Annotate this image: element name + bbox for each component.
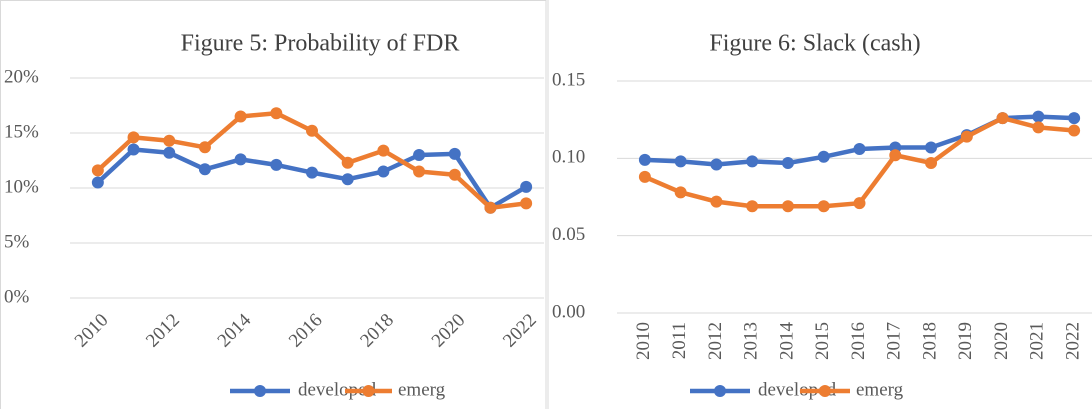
data-point [710,158,723,171]
y-tick-label: 5% [4,231,30,252]
data-point [163,146,176,159]
x-tick-label: 2016 [848,322,869,360]
data-point [198,163,211,176]
data-point [413,149,426,161]
y-tick-label: 0.00 [552,301,585,322]
data-point [817,200,830,213]
legend-label: emerg [398,379,446,400]
data-point [781,156,794,169]
data-point [781,200,794,213]
data-point [960,130,973,143]
data-point [638,153,651,166]
chart-left: Figure 5: Probability of FDR 0% 5% 10% 15% 20… [4,31,544,400]
data-point [306,166,318,179]
data-point [674,186,687,199]
y-tick-label: 0.10 [552,147,585,168]
y-tick-label: 20% [4,66,39,87]
data-point [925,156,938,169]
chart-title: Figure 6: Slack (cash) [709,31,920,57]
data-point [234,153,247,166]
data-point [198,141,211,154]
legend-label: developed [298,379,377,400]
x-tick-label: 2013 [741,322,762,360]
data-point [448,147,461,160]
legend-marker [254,385,266,397]
data-point [127,131,140,144]
data-point [520,180,533,193]
y-tick-label: 10% [4,176,39,197]
chart-right: Figure 6: Slack (cash) 0.00 0.05 0.10 0.15 20… [552,31,1092,400]
data-point [746,200,759,213]
data-point [484,201,497,214]
data-point [674,155,687,168]
x-tick-label: 2014 [776,322,797,361]
data-point [270,107,283,120]
x-tick-label: 2019 [955,322,976,360]
x-tick-label: 2015 [812,322,833,360]
x-tick-label: 2010 [633,322,654,360]
data-point [520,197,533,210]
data-point [853,197,866,210]
data-point [1068,112,1081,125]
data-point [377,165,390,178]
data-point [889,149,902,162]
x-tick-label: 2012 [705,322,726,360]
x-tick-label: 2021 [1027,322,1048,360]
x-tick-label: 2017 [884,322,905,360]
data-point [413,165,426,178]
data-point [1032,121,1045,134]
data-point [91,176,104,189]
data-point [341,156,354,169]
data-point [925,141,938,154]
legend-marker [714,385,726,397]
data-point [377,144,390,157]
data-point [270,158,283,171]
data-point [853,143,866,156]
legend-label: developed [758,379,837,400]
y-tick-label: 15% [4,121,39,142]
chart-title: Figure 5: Probability of FDR [181,31,460,57]
data-point [234,110,247,123]
data-point [91,164,104,177]
legend-marker [819,385,831,397]
x-tick-label: 2018 [919,322,940,360]
legend-label: emerg [856,379,904,400]
data-point [746,155,759,168]
y-tick-label: 0.15 [552,69,585,90]
y-tick-label: 0% [4,286,30,307]
y-tick-label: 0.05 [552,224,585,245]
x-tick-label: 2011 [669,322,690,359]
data-point [163,134,176,147]
data-point [448,168,461,181]
data-point [1032,110,1045,123]
x-tick-label: 2020 [991,322,1012,360]
legend-marker [362,385,375,397]
data-point [127,143,140,156]
data-point [710,195,723,208]
x-tick-label: 2022 [1062,322,1083,360]
data-point [638,170,651,183]
data-point [1068,124,1081,137]
data-point [341,173,354,186]
data-point [817,150,830,163]
data-point [306,124,318,137]
data-point [996,112,1009,125]
